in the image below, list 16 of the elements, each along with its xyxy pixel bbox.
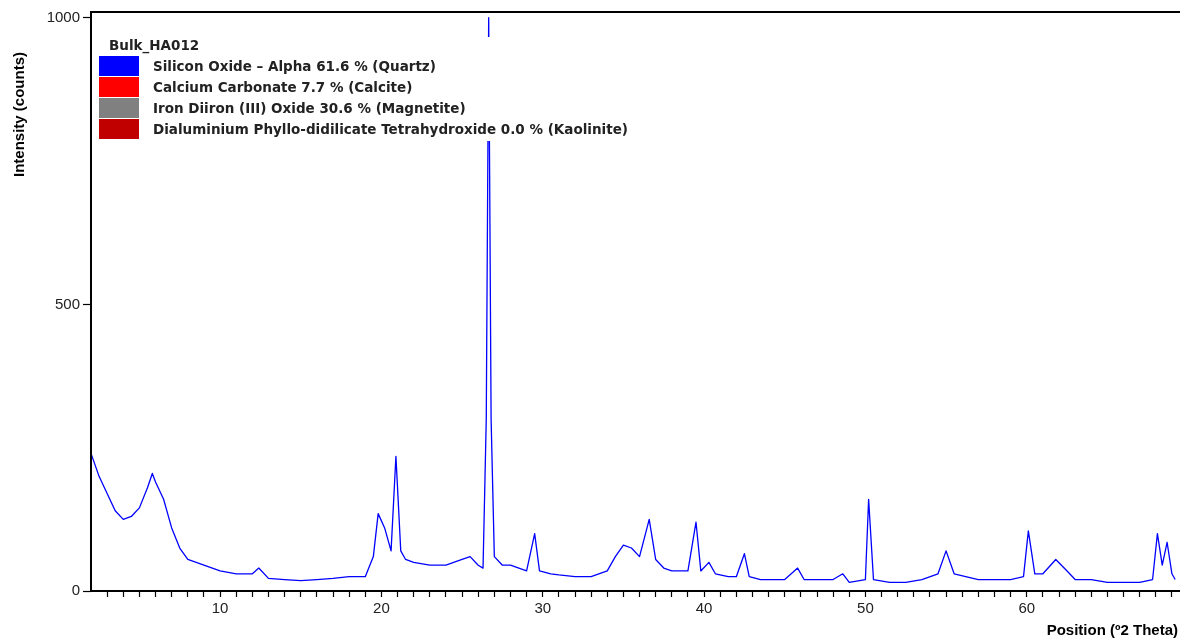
legend-label: Dialuminium Phyllo-didilicate Tetrahydroxide 0.0 % (Kaolinite)	[153, 120, 628, 137]
x-tick-label: 30	[534, 599, 552, 617]
legend-title: Bulk_HA012	[109, 37, 201, 53]
y-axis-title: Intensity (counts)	[10, 51, 27, 177]
legend-label: Silicon Oxide – Alpha 61.6 % (Quartz)	[153, 57, 436, 74]
x-tick-label: 50	[857, 599, 874, 617]
x-tick-label: 60	[1018, 599, 1036, 617]
y-tick-label: 1000	[46, 7, 80, 25]
x-tick-label: 20	[373, 599, 390, 617]
x-axis-title: Position (º2 Theta)	[1046, 621, 1178, 638]
legend-label: Iron Diiron (III) Oxide 30.6 % (Magnetite)	[153, 99, 466, 116]
y-tick-label: 500	[54, 294, 80, 312]
y-tick-label: 0	[71, 581, 80, 599]
legend-label: Calcium Carbonate 7.7 % (Calcite)	[153, 78, 413, 95]
x-tick-label: 10	[211, 599, 229, 617]
x-tick-label: 40	[695, 599, 713, 617]
